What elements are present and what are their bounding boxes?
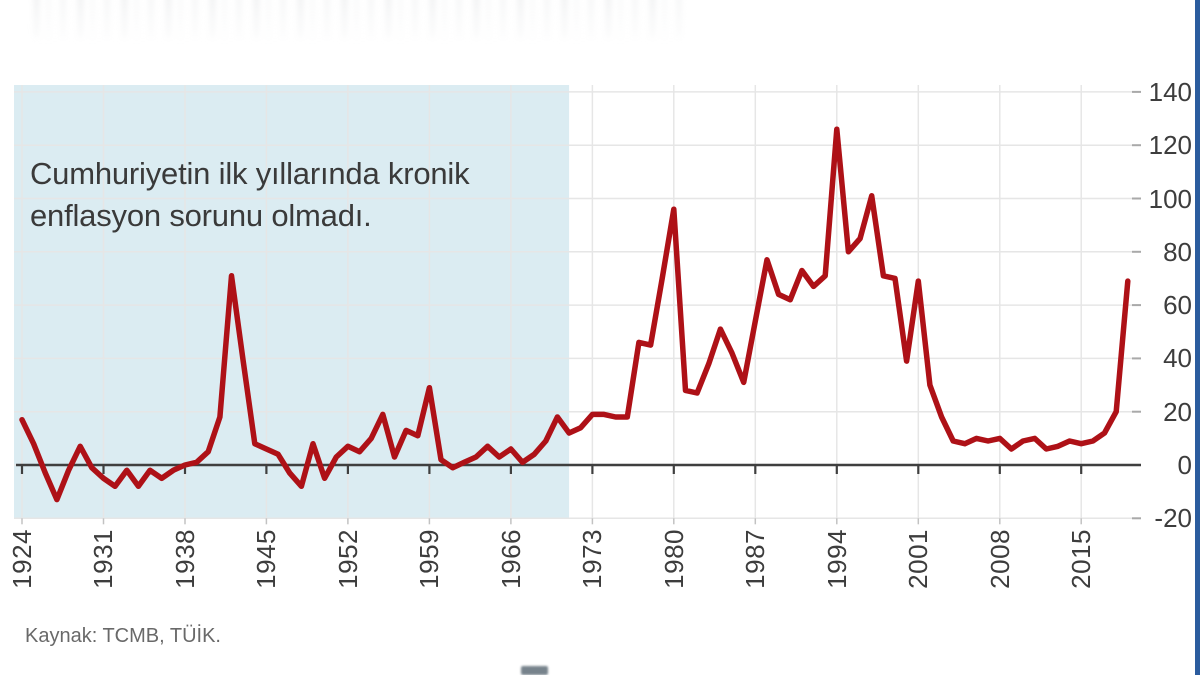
y-axis-label: 0 [1177,450,1192,480]
y-axis-label: 100 [1148,184,1192,214]
x-axis-label: 1973 [577,529,607,589]
inflation-series-line [19,126,1131,503]
y-axis-label: 80 [1163,237,1192,267]
x-axis-label: 2008 [985,529,1015,589]
y-axis-labels: 140 120 100 80 60 40 20 0 -20 [1136,0,1196,675]
x-axis-label: 1945 [251,529,281,589]
x-axis-label: 1924 [7,529,37,589]
faded-title-artifact [34,0,684,38]
bottom-edge-artifact [521,666,548,675]
y-axis-label: 120 [1148,130,1192,160]
x-axis-label: 1952 [333,529,363,589]
x-axis-label: 1994 [822,529,852,589]
annotation-line-2: enflasyon sorunu olmadı. [30,198,372,233]
source-caption: Kaynak: TCMB, TÜİK. [25,625,221,647]
early-era-shading [14,85,570,519]
x-axis-label: 1966 [496,529,526,589]
y-axis-label: 20 [1163,397,1192,427]
annotation-line-1: Cumhuriyetin ilk yıllarında kronik [30,156,470,191]
right-edge-border [1195,0,1200,675]
x-axis-label: 1987 [740,529,770,589]
y-axis-label: 140 [1148,77,1192,107]
y-axis-label: 60 [1163,290,1192,320]
x-axis-label: 2001 [903,529,933,589]
x-axis-label: 1959 [414,529,444,589]
x-axis-label: 1938 [170,529,200,589]
y-axis-label: 40 [1163,343,1192,373]
annotation-text: Cumhuriyetin ilk yıllarında kronik enfla… [30,153,630,237]
x-axis-label: 2015 [1066,529,1096,589]
x-axis-label: 1980 [659,529,689,589]
x-axis-label: 1931 [88,529,118,589]
y-axis-label: -20 [1154,503,1192,533]
